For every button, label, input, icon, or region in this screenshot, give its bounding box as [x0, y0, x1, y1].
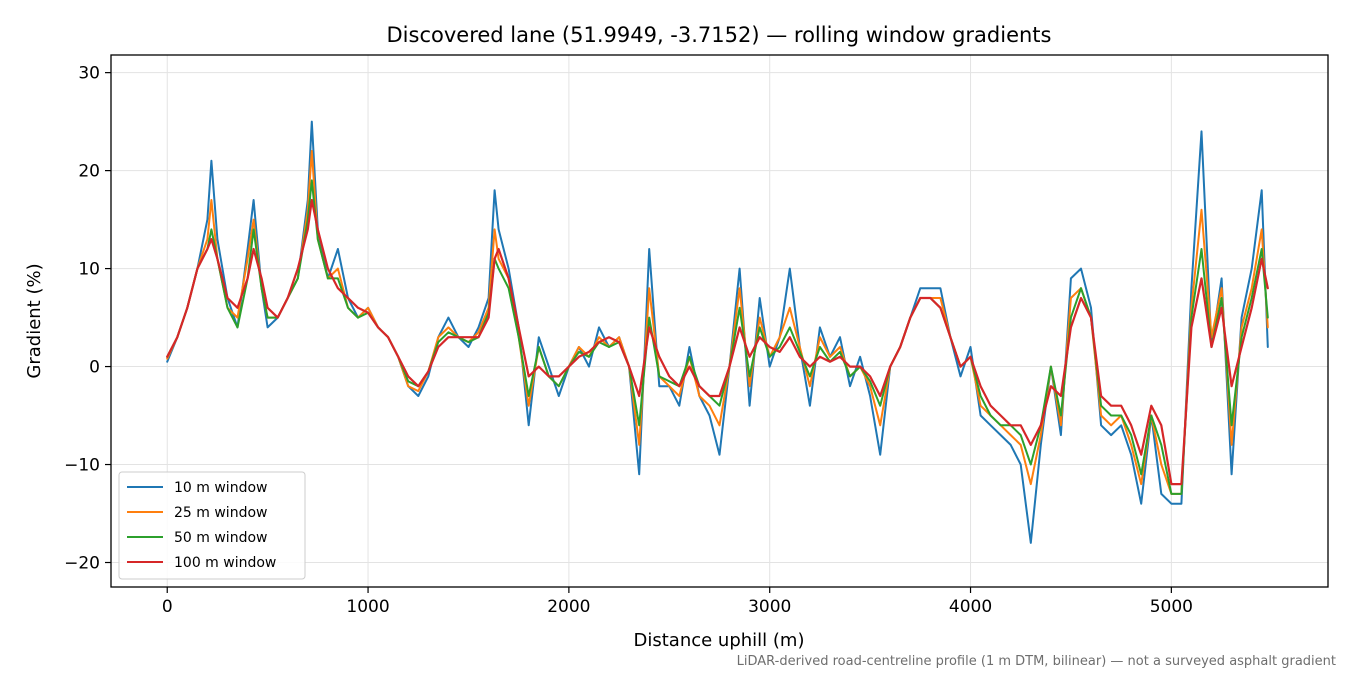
- y-axis: −20 −10 0 10 20 30: [64, 64, 111, 574]
- y-axis-label: Gradient (%): [24, 263, 45, 378]
- series-lines: [166, 120, 1269, 544]
- chart-title: Discovered lane (51.9949, -3.7152) — rol…: [387, 23, 1052, 47]
- x-tick-label: 4000: [949, 597, 992, 617]
- y-tick-label: −10: [64, 456, 100, 476]
- y-tick-label: 0: [89, 358, 100, 378]
- x-axis-label: Distance uphill (m): [634, 630, 805, 651]
- x-tick-label: 2000: [547, 597, 590, 617]
- x-tick-label: 5000: [1150, 597, 1193, 617]
- x-axis: 0 1000 2000 3000 4000 5000: [162, 587, 1193, 617]
- series-line-1: [166, 120, 1269, 544]
- y-tick-label: 10: [78, 260, 100, 280]
- legend-box: [118, 471, 306, 580]
- x-tick-label: 3000: [748, 597, 791, 617]
- plot-frame: [110, 54, 1329, 588]
- y-tick-label: 20: [78, 162, 100, 182]
- legend-label: 100 m window: [174, 555, 276, 571]
- series-line-4: [166, 198, 1269, 486]
- x-tick-label: 1000: [346, 597, 389, 617]
- y-tick-label: −20: [64, 554, 100, 574]
- x-tick-label: 0: [162, 597, 173, 617]
- legend: 10 m window 25 m window 50 m window 100 m w…: [118, 471, 306, 580]
- legend-label: 25 m window: [174, 505, 267, 521]
- legend-label: 10 m window: [174, 480, 267, 496]
- series-line-2: [166, 150, 1269, 495]
- legend-label: 50 m window: [174, 530, 267, 546]
- footnote: LiDAR-derived road-centreline profile (1…: [737, 654, 1336, 669]
- y-tick-label: 30: [78, 64, 100, 84]
